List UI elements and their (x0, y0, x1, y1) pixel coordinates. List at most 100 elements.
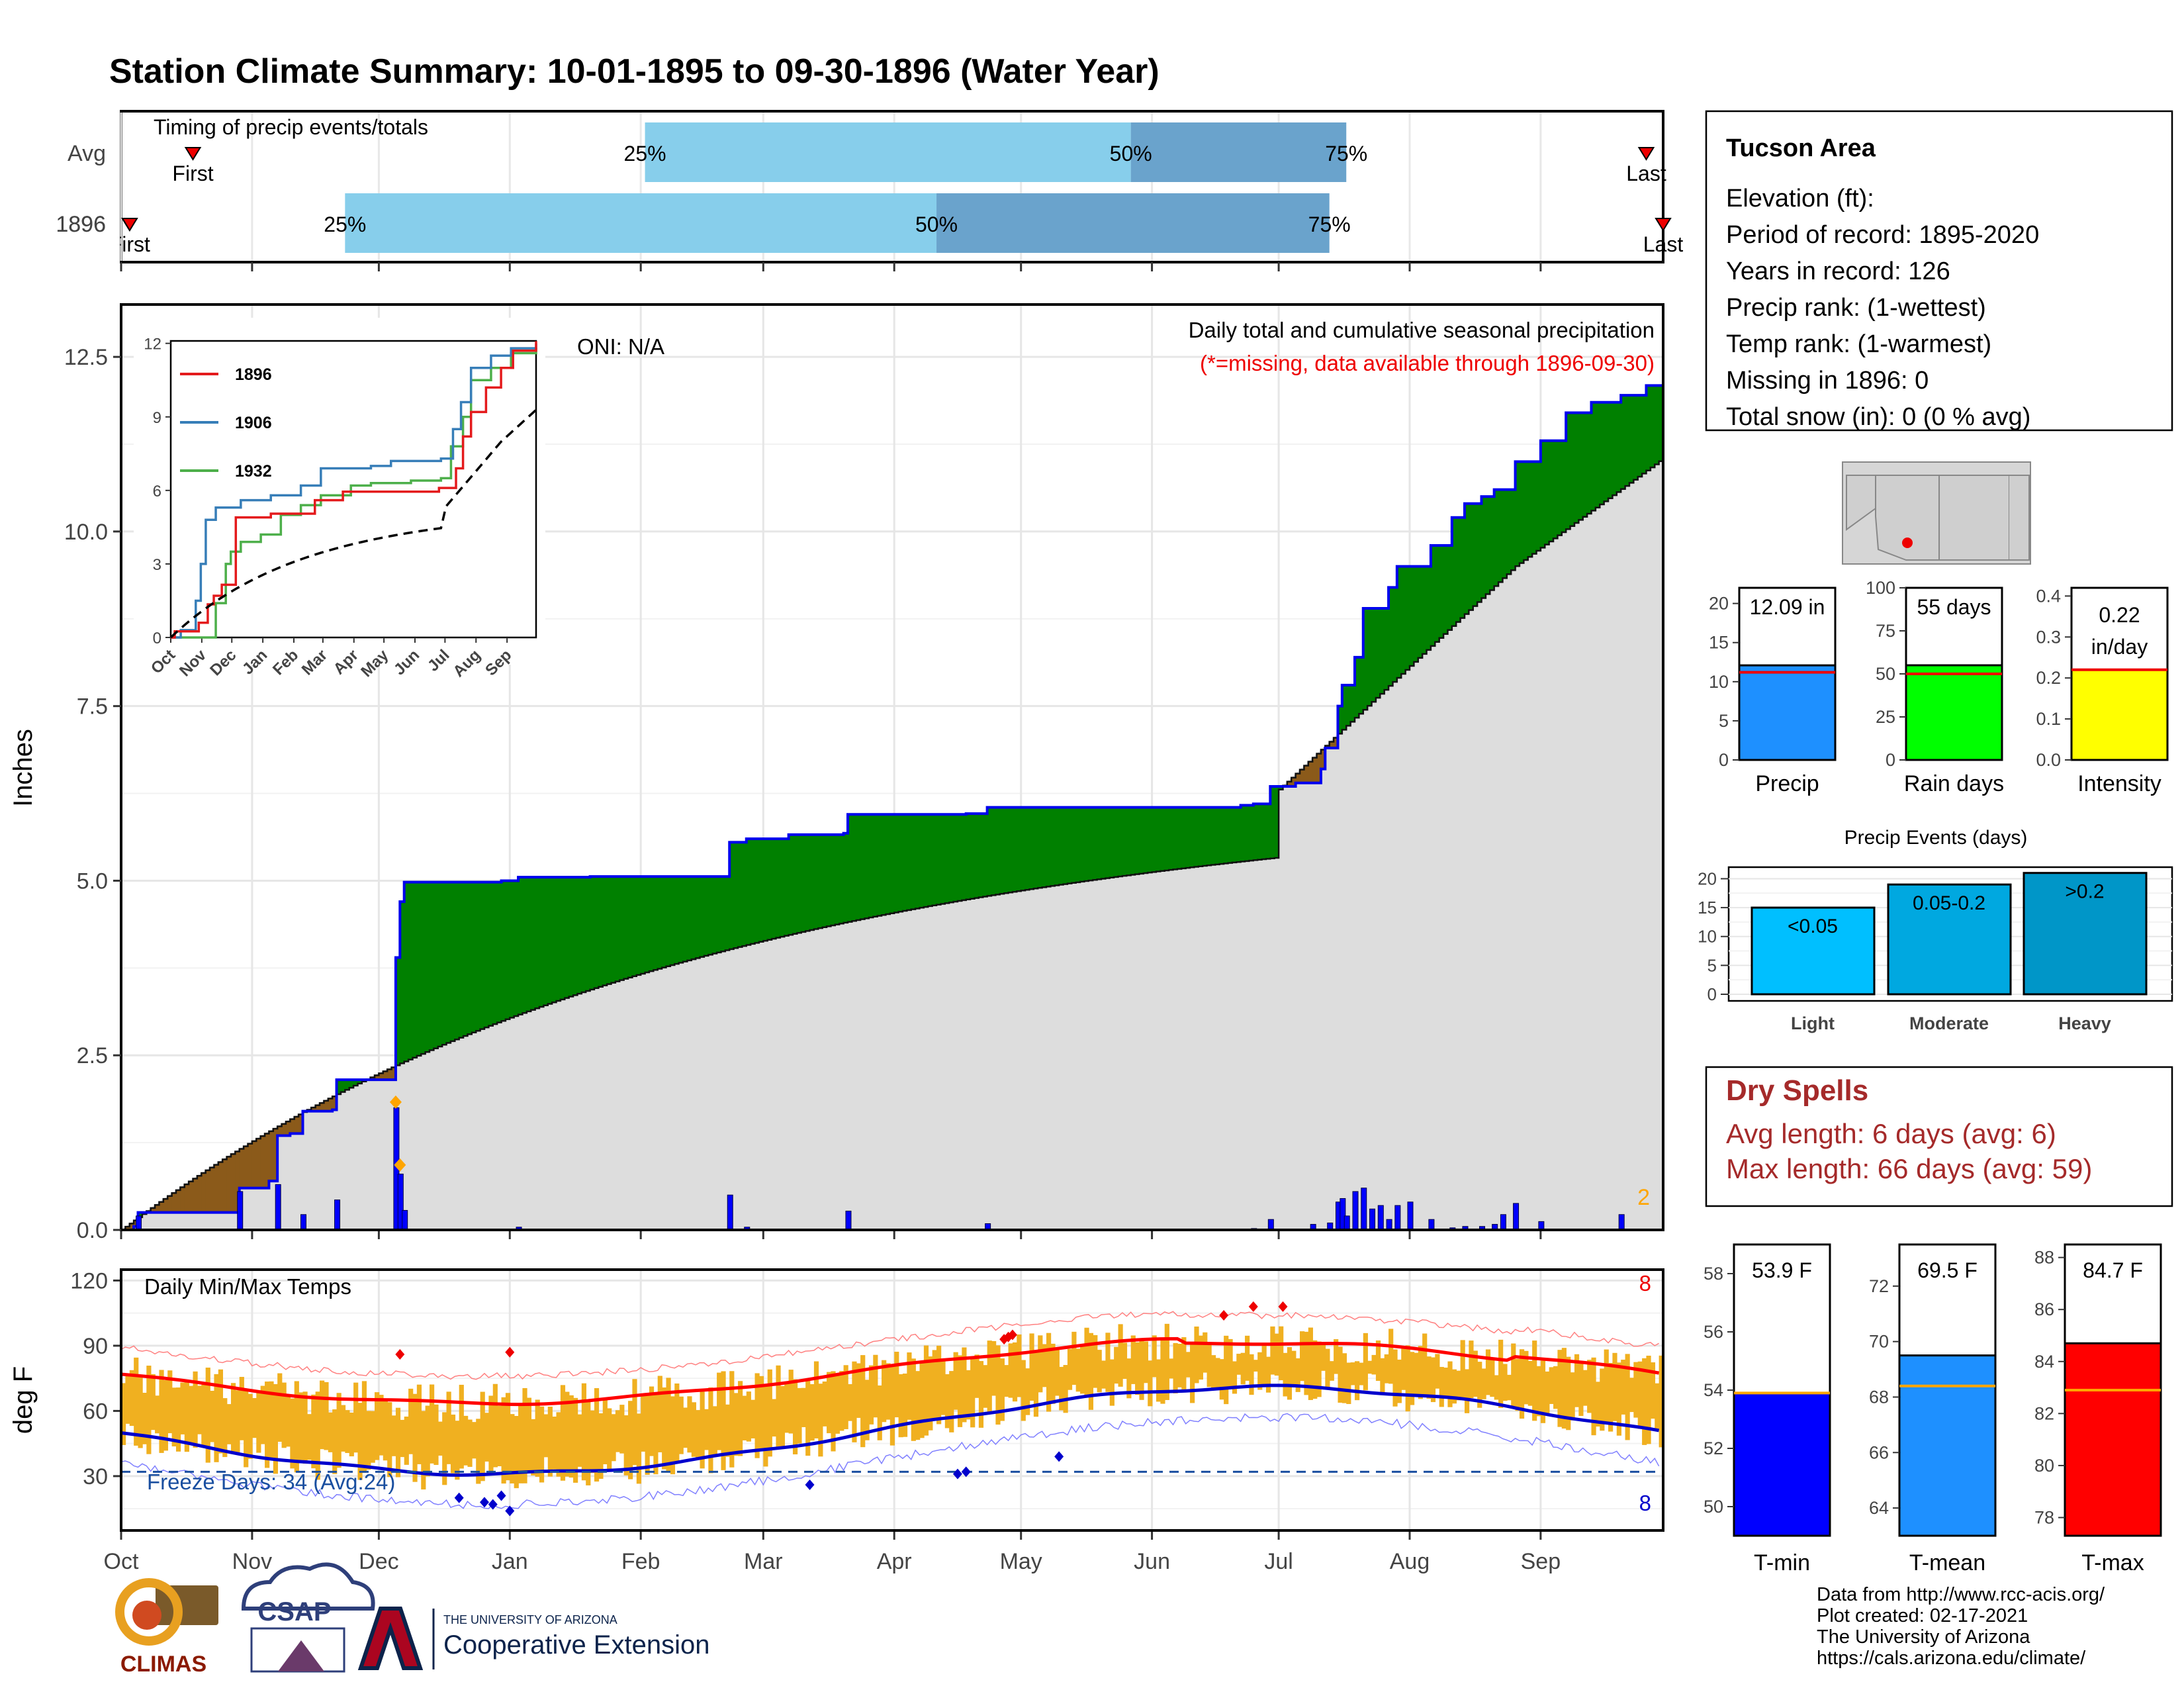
cumulative-difference-band (535, 877, 540, 1009)
cumulative-difference-band (1249, 805, 1254, 861)
timing-q75-label: 75% (1325, 142, 1367, 165)
cumulative-difference-band (315, 1105, 320, 1111)
temp-frame (120, 1268, 1664, 1532)
daily-temp-range-bar (125, 1374, 130, 1424)
cumulative-difference-band (678, 876, 684, 963)
cumulative-difference-band (792, 834, 797, 934)
cumulative-difference-band (1063, 807, 1068, 884)
cumulative-difference-band (180, 1187, 185, 1213)
timing-row-year-label: 1896 (56, 212, 106, 237)
mini-bar-tick-label: 0.4 (2036, 586, 2061, 606)
cumulative-difference-band (1612, 402, 1617, 496)
events-bar-label: 0.05-0.2 (1913, 892, 1985, 914)
events-category-label: Heavy (2058, 1013, 2111, 1033)
daily-temp-range-bar (1071, 1331, 1077, 1385)
cumulative-difference-band (543, 877, 549, 1006)
cumulative-difference-band (1625, 395, 1630, 487)
cumulative-difference-band (281, 1123, 287, 1136)
cumulative-difference-band (1578, 412, 1584, 520)
temp-max-record-count: 8 (1639, 1271, 1651, 1295)
cumulative-difference-band (1557, 440, 1563, 536)
daily-temp-range-bar (1050, 1343, 1056, 1404)
daily-temp-range-bar (1485, 1349, 1491, 1395)
cumulative-difference-band (387, 1069, 392, 1080)
daily-temp-range-bar (340, 1405, 346, 1452)
events-bar (2023, 872, 2148, 996)
cumulative-difference-band (864, 814, 870, 919)
daily-temp-range-bar (531, 1419, 536, 1476)
daily-temp-range-bar (1384, 1354, 1389, 1383)
footer-line-4: https://cals.arizona.edu/climate/ (1817, 1648, 2086, 1669)
daily-temp-range-bar (953, 1352, 958, 1410)
mini-bar-tick-label: 5 (1719, 711, 1729, 731)
cumulative-difference-band (641, 876, 646, 974)
daily-temp-range-bar (1380, 1358, 1385, 1395)
daily-temp-range-bar (1409, 1352, 1415, 1405)
events-tick-label: 10 (1698, 927, 1717, 947)
cumulative-difference-band (1122, 807, 1127, 876)
cumulative-difference-band (446, 882, 451, 1043)
daily-temp-range-bar (1320, 1343, 1326, 1371)
inset-y-tick-label: 12 (144, 336, 161, 353)
mini-bar-tick-label: 100 (1866, 578, 1895, 598)
cumulative-difference-band (1240, 805, 1246, 862)
record-min-line (120, 1413, 1660, 1509)
mini-bar-tick-label: 0 (1886, 750, 1895, 770)
daily-precip-bar (1407, 1201, 1414, 1231)
cumulative-difference-band (1375, 608, 1381, 698)
ua-a-icon (357, 1607, 424, 1670)
cumulative-difference-band (400, 902, 405, 1064)
cumulative-difference-band (1464, 503, 1469, 614)
cumulative-difference-band (1021, 807, 1026, 891)
cumulative-difference-band (1050, 807, 1056, 886)
daily-temp-range-bar (577, 1414, 582, 1467)
temp-summary-tick-label: 88 (2034, 1248, 2054, 1268)
normal-cumulative-area (121, 458, 1663, 1230)
daily-temp-range-bar (691, 1402, 696, 1457)
cumulative-difference-band (205, 1170, 210, 1213)
daily-temp-range-bar (1287, 1347, 1293, 1400)
cumulative-difference-band (565, 877, 570, 998)
daily-temp-range-bar (1135, 1342, 1140, 1395)
cumulative-difference-band (721, 876, 726, 952)
cumulative-difference-band (894, 814, 899, 913)
daily-temp-range-bar (1274, 1333, 1279, 1376)
daily-temp-range-bar (1033, 1352, 1039, 1417)
daily-temp-range-bar (1257, 1352, 1263, 1390)
precip-y-tick-label: 5.0 (77, 868, 108, 894)
daily-temp-range-bar (357, 1403, 363, 1480)
daily-temp-range-bar (222, 1398, 228, 1458)
daily-temp-range-bar (1359, 1362, 1364, 1385)
daily-temp-range-bar (1101, 1360, 1107, 1389)
cumulative-difference-band (1287, 781, 1292, 787)
daily-temp-range-bar (1549, 1367, 1554, 1404)
daily-temp-range-bar (966, 1370, 971, 1420)
dry-spells-frame (1705, 1066, 2173, 1207)
temp-summary-tick-label: 66 (1869, 1442, 1889, 1462)
daily-precip-bar (845, 1211, 852, 1231)
daily-temp-range-bar (813, 1361, 819, 1438)
cumulative-difference-band (1143, 807, 1148, 873)
mini-bar-tick-label: 25 (1876, 707, 1895, 727)
footer-line-3: The University of Arizona (1817, 1626, 2030, 1648)
cumulative-difference-band (1494, 489, 1499, 586)
month-label: Nov (232, 1549, 272, 1574)
cumulative-difference-band (1093, 807, 1098, 880)
daily-temp-range-bar (1249, 1354, 1254, 1395)
daily-temp-range-bar (856, 1363, 861, 1418)
month-label: Jul (1264, 1549, 1293, 1574)
daily-temp-range-bar (1143, 1341, 1149, 1383)
daily-temp-range-bar (395, 1407, 401, 1477)
cumulative-difference-band (210, 1167, 215, 1213)
daily-temp-range-bar (547, 1406, 553, 1477)
cumulative-difference-band (273, 1129, 278, 1182)
cumulative-difference-band (746, 839, 751, 945)
daily-temp-range-bar (1536, 1366, 1541, 1417)
daily-precip-bar (1386, 1219, 1392, 1231)
daily-temp-range-bar (594, 1388, 600, 1482)
last-event-label: Last (1643, 232, 1684, 256)
cumulative-difference-band (1481, 496, 1486, 598)
daily-temp-range-bar (1156, 1359, 1161, 1402)
inset-y-tick-label: 9 (153, 409, 161, 427)
daily-temp-range-bar (205, 1367, 210, 1463)
